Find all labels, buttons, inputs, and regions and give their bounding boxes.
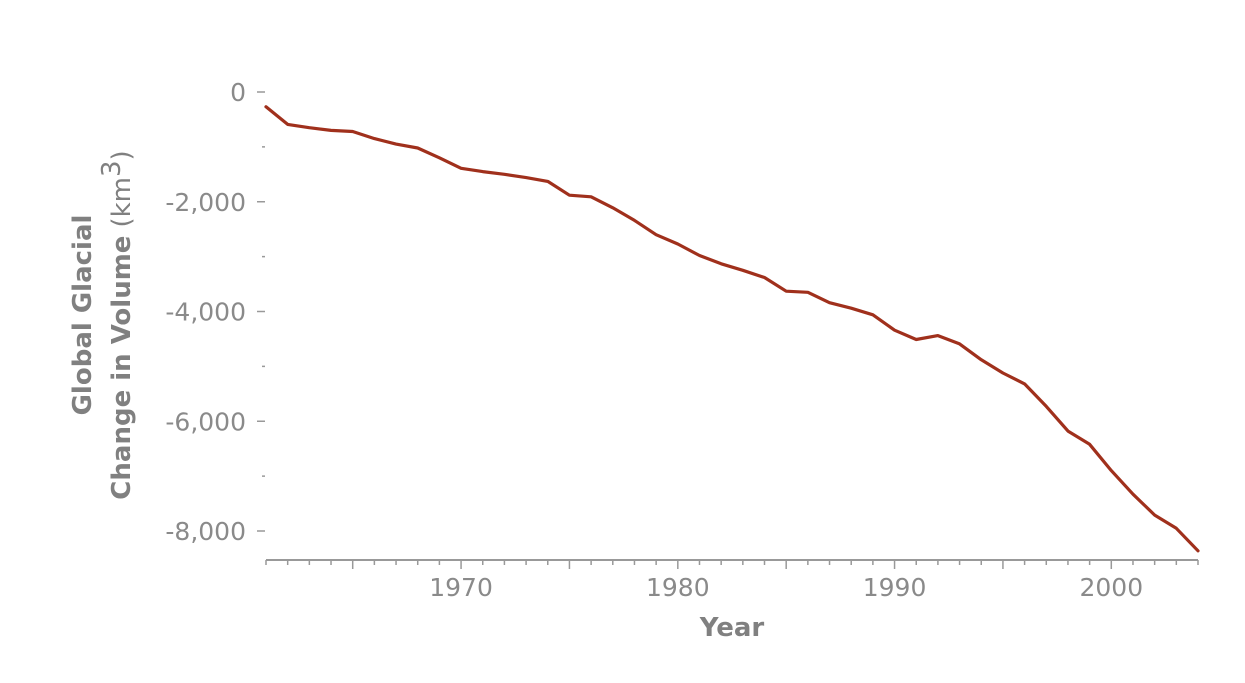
y-axis-title-line2: Change in Volume [107,236,137,500]
x-tick-label: 2000 [1079,573,1143,602]
y-axis-unit-superscript: 3 [97,160,127,177]
y-tick-label: -4,000 [165,298,246,327]
y-tick-label: -8,000 [165,517,246,546]
y-tick-label: -2,000 [165,188,246,217]
y-axis-unit-close: ) [107,150,137,160]
x-tick-label: 1980 [646,573,710,602]
series-line [264,105,1200,553]
x-axis-title: Year [699,613,765,643]
y-tick-label: -6,000 [165,407,246,436]
y-axis-title-2: Change in Volume (km3) [97,150,137,499]
x-tick-label: 1990 [863,573,927,602]
y-axis-unit-open: (km [107,177,137,228]
y-axis-title: Global Glacial [68,215,98,416]
y-tick-label: 0 [230,78,246,107]
x-tick-label: 1970 [429,573,493,602]
y-axis-title-line2-group: Change in Volume (km3) [97,150,137,499]
y-axis-title-line1: Global Glacial [68,215,98,416]
x-axis: 1970 1980 1990 2000 [265,559,1199,602]
series-layer [264,105,1200,553]
y-axis: 0 -2,000 -4,000 -6,000 -8,000 [165,78,265,546]
